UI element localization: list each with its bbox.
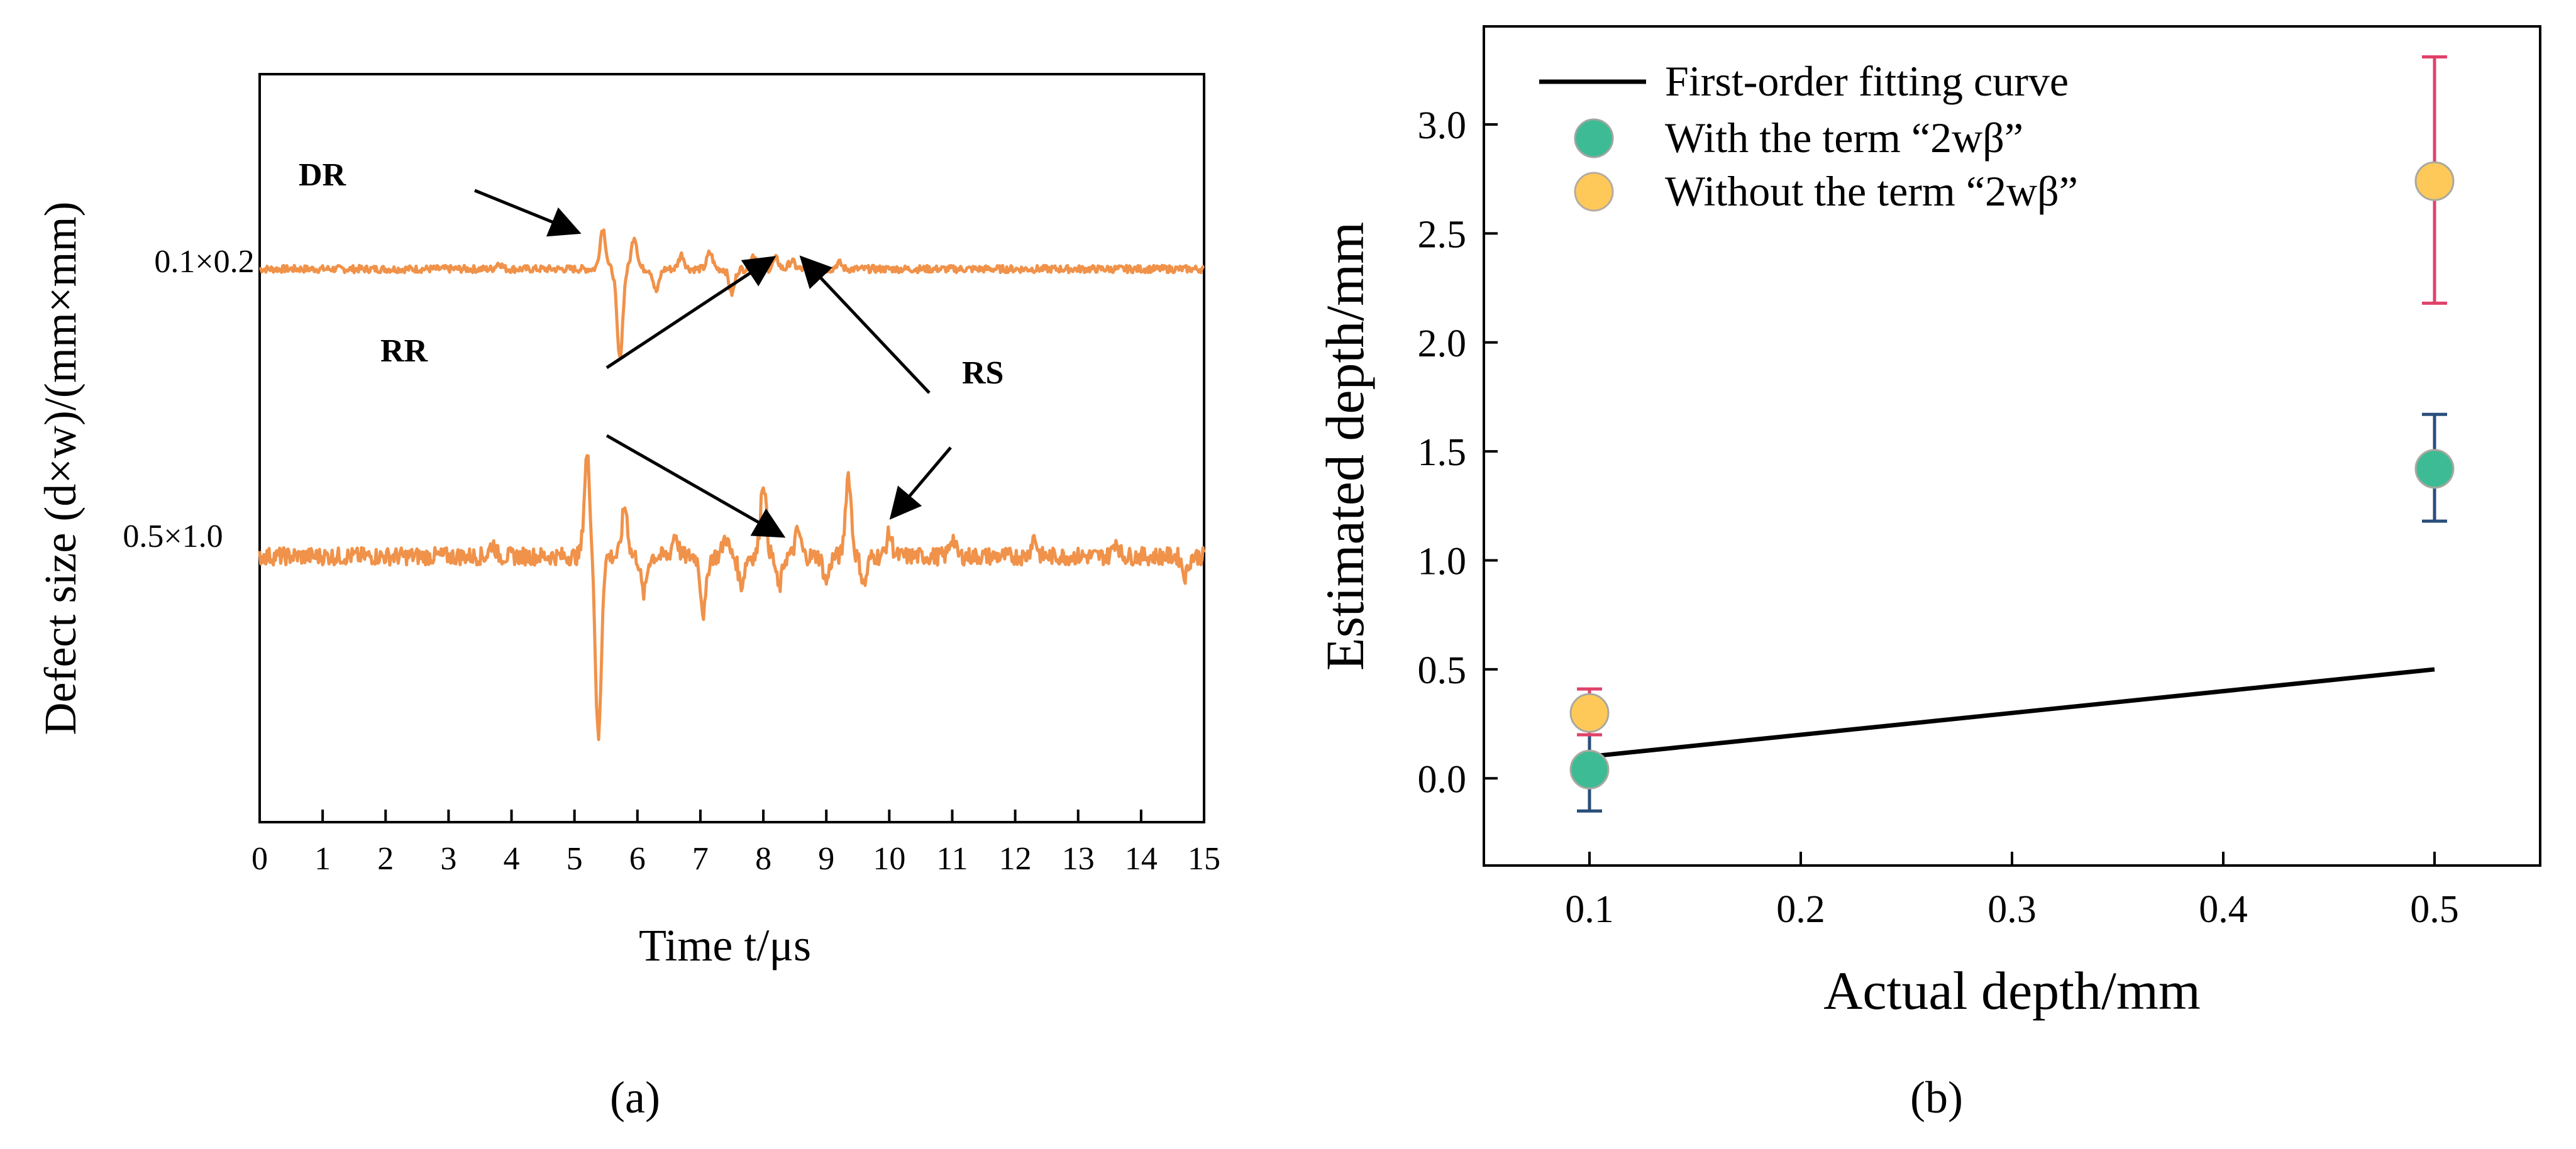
panel-b-y-tick-label-0.0: 0.0 — [1418, 758, 1467, 801]
panel-b-x-tick-label-0.2: 0.2 — [1776, 888, 1825, 931]
panel-a-x-tick-label-13: 13 — [1062, 841, 1095, 877]
panel-a-x-tick-label-3: 3 — [440, 841, 456, 877]
panel-a-x-tick-label-0: 0 — [252, 841, 268, 877]
panel-a-x-tick-label-12: 12 — [999, 841, 1032, 877]
panel-b-y-axis-title: Estimated depth/mm — [1315, 222, 1375, 671]
panel-b-y-tick-label-2.5: 2.5 — [1418, 213, 1467, 256]
panel-a-y-tick-label-1: 0.1×0.2 — [154, 244, 254, 280]
arrow-dr — [474, 189, 582, 237]
arrow-rr-lower — [605, 434, 786, 538]
panel-a-x-tick-label-7: 7 — [692, 841, 709, 877]
annotation-rs: RS — [962, 355, 1003, 391]
panel-a-x-ticks: 0 1 2 3 4 5 6 7 8 9 10 11 12 13 14 15 — [252, 810, 1220, 877]
panel-a-x-axis-title: Time t/μs — [639, 920, 811, 970]
panel-a-x-tick-label-11: 11 — [936, 841, 968, 877]
panel-b-caption: (b) — [1910, 1072, 1963, 1123]
panel-a-x-tick-label-8: 8 — [755, 841, 771, 877]
signal-trace-0.5x1.0 — [258, 454, 1206, 741]
panel-a-x-tick-label-2: 2 — [377, 841, 394, 877]
annotation-dr: DR — [299, 157, 347, 193]
panel-b-y-tick-label-1.5: 1.5 — [1418, 431, 1467, 474]
panel-a-caption: (a) — [610, 1072, 660, 1123]
panel-a-x-tick-label-6: 6 — [629, 841, 646, 877]
panel-b-x-ticks: 0.1 0.2 0.3 0.4 0.5 — [1565, 852, 2459, 931]
legend-swatch-without-term — [1574, 172, 1614, 212]
data-point-with-term-0 — [1569, 749, 1610, 789]
panel-a-x-tick-label-15: 15 — [1188, 841, 1220, 877]
arrow-rr-upper — [605, 256, 777, 370]
data-point-without-term-0 — [1569, 693, 1610, 733]
panel-b-x-tick-label-0.5: 0.5 — [2410, 888, 2459, 931]
panel-a-y-axis-title: Defect size (d×w)/(mm×mm) — [35, 202, 86, 735]
panel-a-x-tick-label-10: 10 — [873, 841, 905, 877]
data-point-with-term-1 — [2414, 449, 2455, 489]
panel-b-x-tick-label-0.3: 0.3 — [1987, 888, 2037, 931]
panel-b-points — [1569, 55, 2455, 813]
legend-label-without-term: Without the term “2wβ” — [1665, 167, 2078, 215]
signal-trace-0.1x0.2 — [258, 228, 1205, 360]
panel-b-x-tick-label-0.4: 0.4 — [2199, 888, 2248, 931]
annotation-rr: RR — [380, 333, 429, 369]
panel-a-x-tick-label-14: 14 — [1125, 841, 1158, 877]
panel-a: 0 1 2 3 4 5 6 7 8 9 10 11 12 13 14 15 Time t/μs Defect … — [35, 73, 1220, 1123]
panel-a-x-tick-label-9: 9 — [818, 841, 834, 877]
panel-b-x-tick-label-0.1: 0.1 — [1565, 888, 1614, 931]
annotation-arrows — [474, 189, 952, 538]
data-point-without-term-1 — [2414, 161, 2455, 201]
panel-a-plot-frame — [258, 73, 1205, 823]
legend-label-fit-line: First-order fitting curve — [1665, 57, 2069, 105]
arrow-rs-upper — [799, 255, 931, 394]
panel-b-y-tick-label-2.0: 2.0 — [1418, 322, 1467, 365]
panel-a-x-tick-label-5: 5 — [567, 841, 583, 877]
panel-b-y-tick-label-3.0: 3.0 — [1418, 104, 1467, 147]
legend-label-with-term: With the term “2wβ” — [1665, 114, 2023, 162]
fit-line — [1589, 667, 2435, 759]
legend-swatch-with-term — [1574, 118, 1614, 158]
panel-a-x-tick-label-4: 4 — [504, 841, 520, 877]
panel-b: 0.1 0.2 0.3 0.4 0.5 0.0 0.5 1.0 1.5 2.0 2.5 3.0 Ac… — [1315, 25, 2541, 1123]
arrow-rs-lower — [889, 446, 952, 520]
panel-b-y-tick-label-1.0: 1.0 — [1418, 541, 1467, 583]
panel-b-y-ticks: 0.0 0.5 1.0 1.5 2.0 2.5 3.0 — [1418, 104, 1498, 801]
legend: First-order fitting curve With the term … — [1539, 57, 2078, 215]
panel-b-x-axis-title: Actual depth/mm — [1823, 960, 2200, 1021]
panel-a-y-tick-label-2: 0.5×1.0 — [123, 519, 223, 554]
panel-b-y-tick-label-0.5: 0.5 — [1418, 649, 1467, 692]
panel-a-x-tick-label-1: 1 — [314, 841, 331, 877]
